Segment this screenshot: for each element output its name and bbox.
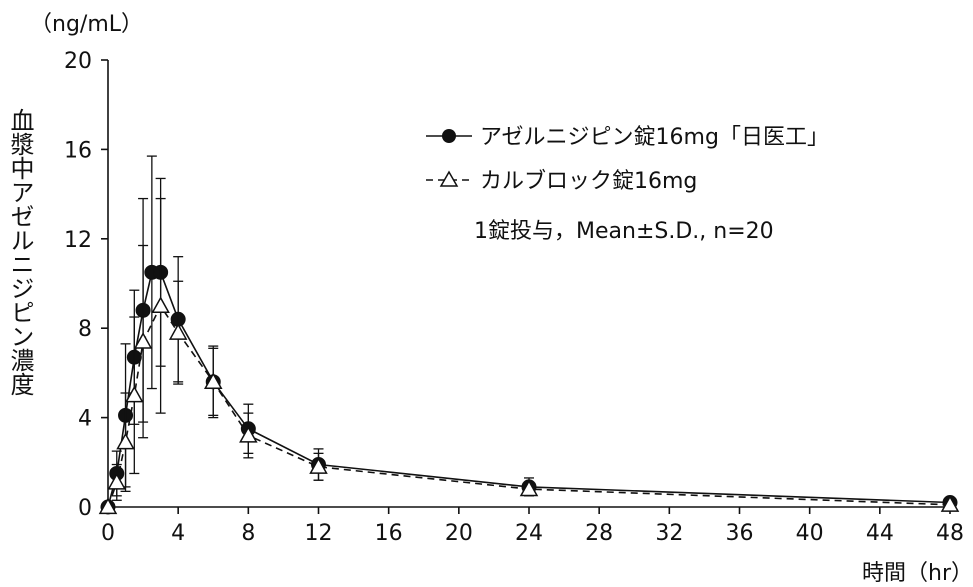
data-point <box>519 479 539 497</box>
y-tick-label: 0 <box>78 496 92 521</box>
x-tick-label: 20 <box>445 521 473 546</box>
x-tick-label: 48 <box>936 521 964 546</box>
y-tick-label: 20 <box>64 49 92 74</box>
x-tick-label: 12 <box>305 521 333 546</box>
x-axis-label: 時間（hr） <box>862 561 973 586</box>
y-tick-label: 4 <box>78 407 92 432</box>
data-point <box>168 323 188 340</box>
series-2 <box>98 197 960 515</box>
x-tick-label: 36 <box>726 521 754 546</box>
x-tick-label: 28 <box>585 521 613 546</box>
x-tick-label: 0 <box>101 521 115 546</box>
x-tick-label: 8 <box>241 521 255 546</box>
data-point <box>98 497 118 515</box>
data-point <box>203 372 223 389</box>
legend-marker <box>442 129 456 143</box>
legend: アゼルニジピン錠16mg「日医工」カルブロック錠16mg 1錠投与，Mean±S.… <box>426 125 829 244</box>
y-tick-label: 12 <box>64 228 92 253</box>
data-point <box>151 296 170 313</box>
x-tick-label: 44 <box>866 521 894 546</box>
data-point <box>116 432 135 450</box>
x-tick-label: 24 <box>515 521 543 546</box>
data-point <box>133 332 153 349</box>
data-point <box>940 495 960 512</box>
series-line <box>107 271 951 508</box>
legend-label: カルブロック錠16mg <box>480 169 697 194</box>
data-point <box>125 385 144 403</box>
y-axis-label: 血漿中アゼルニジピン濃度 <box>6 108 34 396</box>
chart-annotation: 1錠投与，Mean±S.D., n=20 <box>474 219 774 244</box>
legend-label: アゼルニジピン錠16mg「日医工」 <box>480 125 829 150</box>
x-tick-label: 40 <box>796 521 824 546</box>
series-1 <box>100 155 958 515</box>
data-point <box>309 457 328 474</box>
legend-marker <box>439 170 459 187</box>
x-tick-label: 32 <box>655 521 683 546</box>
x-tick-label: 4 <box>171 521 185 546</box>
data-point <box>107 472 127 490</box>
data-point <box>239 425 258 443</box>
x-tick-label: 16 <box>375 521 403 546</box>
y-tick-label: 16 <box>64 138 92 163</box>
series-line <box>107 304 951 508</box>
y-axis-unit: （ng/mL） <box>30 12 144 37</box>
y-tick-label: 8 <box>78 317 92 342</box>
